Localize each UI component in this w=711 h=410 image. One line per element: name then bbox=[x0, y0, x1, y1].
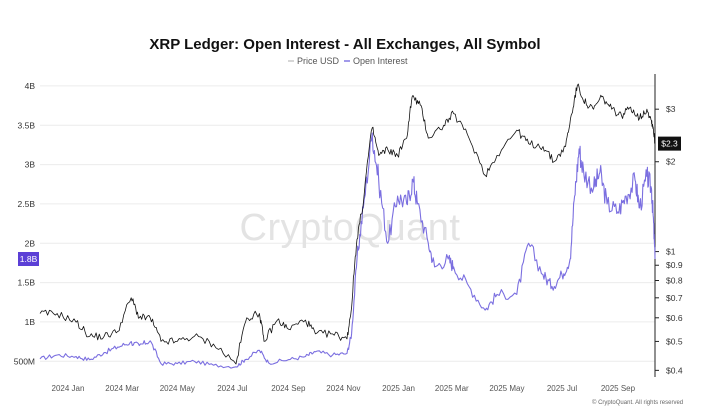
series-layer[interactable] bbox=[39, 83, 656, 369]
x-tick-label: 2025 Jul bbox=[547, 384, 577, 393]
right-axis-ticks: $3 $2 $1 $0.9 $0.8 $0.7 $0.6 $0.5 $0.4 bbox=[655, 104, 683, 375]
right-tick-label: $1 bbox=[666, 247, 676, 257]
price-marker-label: $2.3 bbox=[661, 139, 678, 149]
left-tick-label: 4B bbox=[25, 81, 36, 91]
price-marker-box bbox=[658, 136, 681, 151]
left-tick-label: 2.5B bbox=[18, 199, 36, 209]
left-tick-label: 3.5B bbox=[18, 120, 36, 130]
right-tick-label: $0.6 bbox=[666, 313, 683, 323]
x-tick-label: 2025 May bbox=[489, 384, 524, 393]
left-tick-label: 1B bbox=[25, 317, 36, 327]
left-tick-label: 3B bbox=[25, 160, 36, 170]
x-tick-label: 2024 Jan bbox=[52, 384, 85, 393]
x-tick-label: 2025 Mar bbox=[435, 384, 469, 393]
right-tick-label: $3 bbox=[666, 104, 676, 114]
right-tick-label: $0.9 bbox=[666, 260, 683, 270]
chart-title: XRP Ledger: Open Interest - All Exchange… bbox=[149, 36, 540, 53]
open-interest-marker-box bbox=[18, 252, 39, 266]
legend[interactable]: Price USD Open Interest bbox=[288, 56, 408, 66]
copyright-notice: © CryptoQuant. All rights reserved bbox=[592, 399, 683, 406]
x-tick-label: 2025 Jan bbox=[382, 384, 415, 393]
right-tick-label: $0.7 bbox=[666, 293, 683, 303]
series-line-open-interest[interactable] bbox=[39, 132, 656, 369]
right-tick-label: $0.5 bbox=[666, 336, 683, 346]
gridlines bbox=[40, 85, 655, 362]
left-axis-ticks: 4B 3.5B 3B 2.5B 2B 1.5B 1B 500M bbox=[14, 81, 36, 366]
current-open-interest-marker: 1.8B bbox=[18, 252, 39, 266]
x-tick-label: 2024 Sep bbox=[271, 384, 306, 393]
x-tick-label: 2024 Nov bbox=[326, 384, 360, 393]
x-axis-ticks: 2024 Jan 2024 Mar 2024 May 2024 Jul 2024 Sep… bbox=[52, 384, 636, 393]
legend-label-open-interest[interactable]: Open Interest bbox=[353, 56, 408, 66]
x-tick-label: 2024 May bbox=[160, 384, 195, 393]
left-tick-label: 2B bbox=[25, 238, 36, 248]
x-tick-label: 2024 Jul bbox=[217, 384, 247, 393]
right-tick-label: $0.4 bbox=[666, 365, 683, 375]
left-tick-label: 1.5B bbox=[18, 278, 36, 288]
right-tick-label: $2 bbox=[666, 157, 676, 167]
current-price-marker: $2.3 bbox=[658, 136, 681, 151]
open-interest-marker-label: 1.8B bbox=[20, 254, 38, 264]
left-tick-label: 500M bbox=[14, 356, 35, 366]
legend-label-price[interactable]: Price USD bbox=[297, 56, 340, 66]
watermark: CryptoQuant bbox=[240, 207, 461, 249]
right-tick-label: $0.8 bbox=[666, 276, 683, 286]
x-tick-label: 2025 Sep bbox=[601, 384, 636, 393]
x-tick-label: 2024 Mar bbox=[105, 384, 139, 393]
series-line-price-usd[interactable] bbox=[39, 83, 656, 365]
